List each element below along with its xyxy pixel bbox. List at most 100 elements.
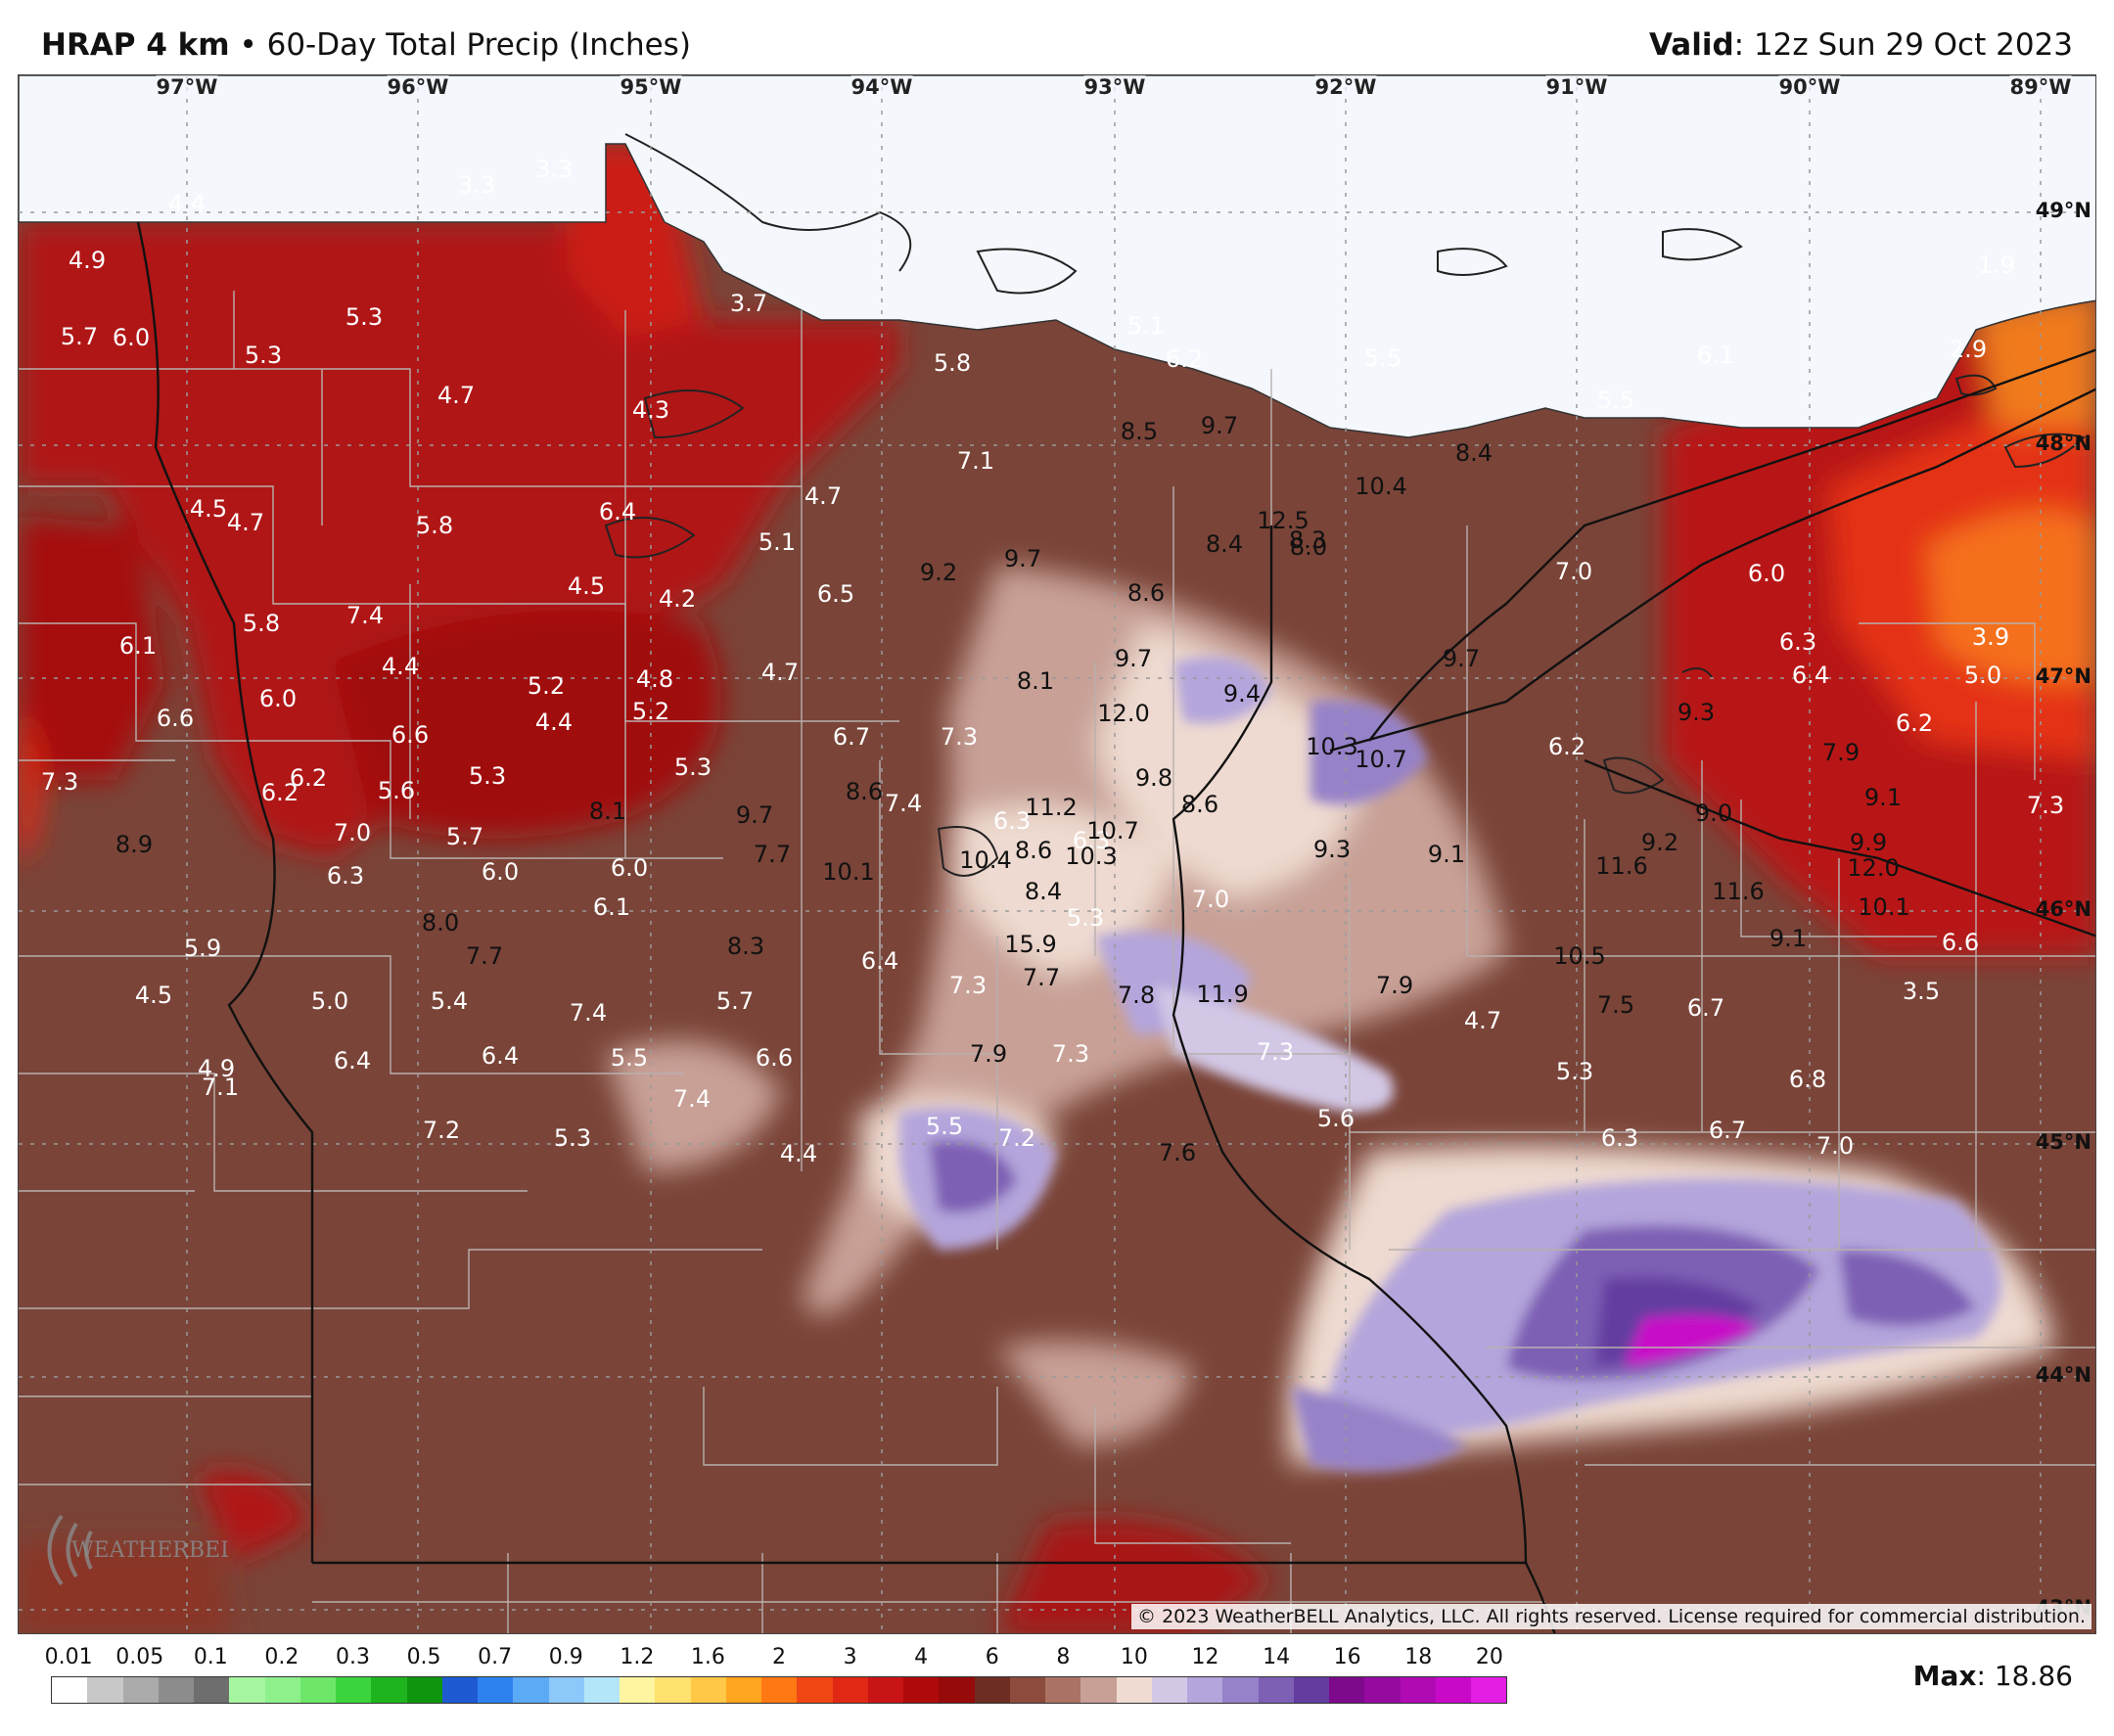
precip-value-label: 6.3 (1600, 1124, 1639, 1152)
legend-swatch (1187, 1677, 1223, 1703)
legend-swatch (1222, 1677, 1259, 1703)
precip-value-label: 10.3 (1306, 733, 1358, 760)
legend-swatch (1045, 1677, 1081, 1703)
legend-tick-label: 4 (914, 1645, 929, 1669)
legend-tick-label: 0.05 (115, 1645, 164, 1669)
precip-value-label: 9.3 (1312, 836, 1352, 863)
legend-swatch (336, 1677, 372, 1703)
precip-value-label: 7.3 (948, 972, 988, 999)
color-legend: 0.01 0.05 0.1 0.2 0.3 0.5 0.7 0.9 1.2 1.6 2 3 4 6 8 10 1… (45, 1645, 1507, 1704)
valid-label: Valid (1648, 27, 1734, 63)
precip-value-label: 6.2 (260, 779, 299, 806)
legend-swatch (867, 1677, 903, 1703)
longitude-label: 94°W (850, 75, 913, 99)
precip-value-label: 5.4 (430, 987, 469, 1015)
precip-value-label: 9.3 (1677, 699, 1716, 726)
precip-value-label: 7.4 (345, 602, 385, 629)
precip-value-label: 8.6 (845, 778, 884, 805)
precip-value-label: 8.6 (1014, 837, 1053, 864)
max-label: Max (1912, 1660, 1977, 1692)
precip-value-label: 3.3 (457, 171, 496, 199)
precip-value-label: 6.3 (1072, 827, 1111, 854)
precip-value-label: 6.4 (598, 498, 637, 525)
longitude-label: 90°W (1778, 75, 1841, 99)
precip-value-label: 9.4 (1222, 680, 1262, 708)
precip-value-label: 5.1 (1126, 312, 1166, 340)
precip-value-label: 4.5 (134, 982, 173, 1009)
precip-value-label: 9.8 (1134, 764, 1173, 792)
precip-value-label: 4.5 (189, 495, 228, 523)
longitude-label: 91°W (1545, 75, 1608, 99)
precip-value-label: 11.2 (1025, 794, 1078, 821)
legend-tick-label: 1.2 (620, 1645, 655, 1669)
precip-value-label: 3.3 (534, 156, 574, 183)
precip-value-label: 4.3 (631, 396, 670, 424)
precip-value-label: 7.0 (1554, 558, 1593, 585)
longitude-label: 89°W (2009, 75, 2072, 99)
precip-value-label: 10.3 (1065, 843, 1118, 870)
wi-mi-border (1329, 388, 2095, 753)
precip-value-label: 5.3 (468, 762, 507, 790)
legend-swatch (441, 1677, 478, 1703)
precip-value-label: 8.4 (1205, 530, 1244, 558)
legend-tick-label: 8 (1056, 1645, 1071, 1669)
legend-swatch (406, 1677, 442, 1703)
precip-value-label: 8.9 (115, 831, 154, 858)
precip-value-label: 8.4 (1454, 439, 1494, 467)
precip-value-label: 6.2 (1165, 345, 1204, 373)
legend-tick-label: 0.01 (44, 1645, 93, 1669)
legend-swatch (1471, 1677, 1507, 1703)
precip-value-label: 12.0 (1097, 700, 1150, 727)
precip-value-label: 8.3 (726, 933, 765, 960)
lat-lon-grid (19, 75, 2095, 1633)
precip-value-label: 6.0 (610, 854, 649, 882)
precip-value-label: 6.1 (118, 632, 158, 660)
precip-value-label: 6.7 (1686, 994, 1725, 1022)
precip-value-label: 7.9 (969, 1040, 1008, 1068)
precip-value-label: 9.7 (1114, 645, 1153, 672)
precip-value-label: 5.7 (60, 323, 99, 350)
precip-value-label: 5.6 (1316, 1105, 1356, 1132)
precip-value-label: 6.1 (592, 893, 631, 921)
legend-tick-label: 3 (843, 1645, 857, 1669)
precip-value-label: 5.8 (415, 512, 454, 539)
precip-value-label: 7.3 (2026, 792, 2065, 819)
precip-value-label: 4.2 (658, 585, 697, 613)
precip-value-label: 5.5 (1363, 344, 1402, 372)
latitude-label: 48°N (2035, 432, 2091, 455)
precip-value-label: 9.2 (1640, 829, 1679, 856)
precip-value-label: 7.4 (569, 999, 608, 1027)
weatherbell-logo: WEATHERBELL (47, 1514, 228, 1586)
lake-superior-shore (1368, 348, 2095, 742)
precip-value-label: 7.7 (465, 942, 504, 970)
max-value: Max: 18.86 (1913, 1660, 2073, 1692)
precip-value-label: 10.5 (1553, 942, 1606, 970)
longitude-label: 92°W (1314, 75, 1377, 99)
precip-value-label: 8.0 (1289, 533, 1328, 561)
precip-value-label: 8.6 (1126, 579, 1166, 607)
precip-value-label: 6.7 (832, 723, 871, 751)
precip-value-label: 5.3 (673, 754, 712, 781)
map-canvas (19, 75, 2095, 1633)
precip-value-label: 6.6 (1941, 929, 1980, 956)
precip-value-label: 8.1 (588, 798, 627, 825)
precip-value-label: 7.3 (1256, 1038, 1295, 1066)
precip-value-label: 6.2 (289, 764, 328, 792)
precip-value-label: 5.0 (1963, 662, 2002, 689)
legend-swatch (1009, 1677, 1045, 1703)
precip-value-label: 6.7 (1708, 1117, 1747, 1144)
legend-swatch (1400, 1677, 1436, 1703)
precip-value-label: 9.7 (735, 801, 774, 829)
precip-value-label: 6.3 (1778, 628, 1817, 656)
precip-value-label: 7.0 (1815, 1132, 1855, 1160)
legend-tick-label: 12 (1191, 1645, 1219, 1669)
precip-value-label: 7.2 (422, 1117, 461, 1144)
legend-swatch (264, 1677, 300, 1703)
precip-value-label: 7.8 (1117, 982, 1156, 1009)
precip-value-label: 6.5 (816, 580, 855, 608)
precip-value-label: 6.6 (156, 705, 195, 732)
legend-swatch (1293, 1677, 1329, 1703)
precip-value-label: 5.3 (345, 303, 384, 331)
legend-swatch (478, 1677, 514, 1703)
wi-mi-upper-border (1584, 758, 2095, 937)
